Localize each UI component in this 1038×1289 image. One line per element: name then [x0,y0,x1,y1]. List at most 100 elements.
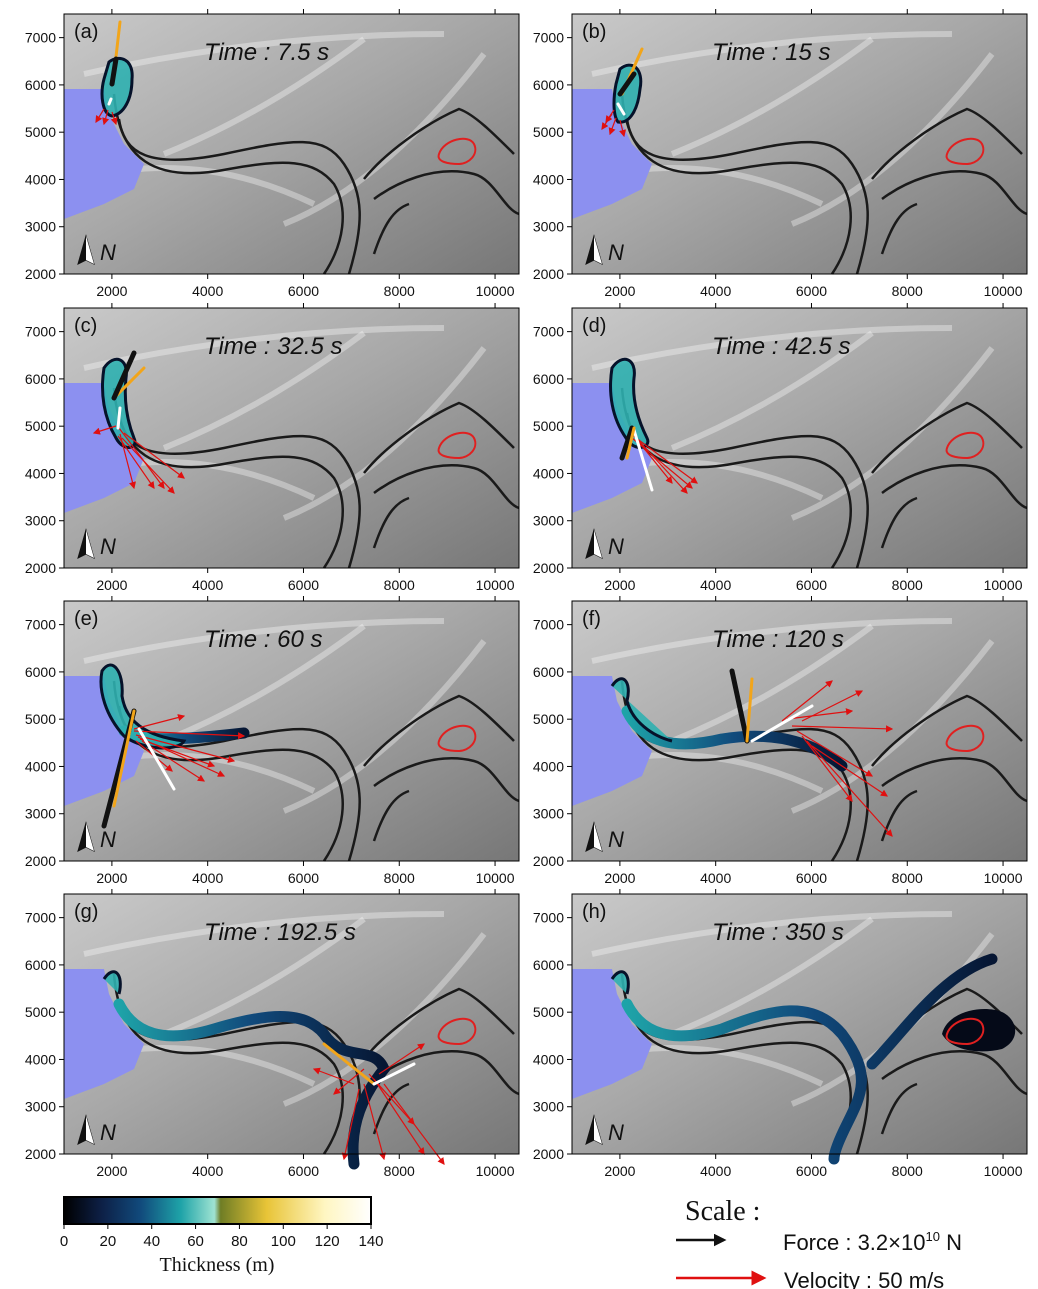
y-tick-label: 7000 [533,910,564,926]
deposit-target-outline [945,137,985,166]
y-tick-label: 6000 [25,957,56,973]
panel-frame [571,893,1028,1155]
y-tick-label: 2000 [25,853,56,869]
ridge-band [591,31,953,77]
north-label: N [100,534,116,559]
ridge-band [670,916,874,1037]
ridge-band [790,639,995,814]
panel: (d) Time : 42.5 s N 2000 4000 6000 8000 10000 70… [533,303,1028,593]
y-tick-label: 5000 [25,418,56,434]
x-tick-label: 8000 [384,1163,415,1179]
x-tick-label: 6000 [288,577,319,593]
velocity-arrow [633,435,673,484]
colorbar-title: Thickness (m) [160,1254,275,1276]
panel-frame [571,13,1028,275]
x-tick-label: 2000 [96,283,127,299]
debris-blob [610,970,630,995]
valley-outline [363,401,515,474]
ridge-band [591,911,953,957]
colorbar: 0 20 40 60 80 100 120 140 Thickness (m) [60,1196,384,1276]
deposit [942,1008,1016,1052]
velocity-arrow [139,738,216,768]
panel-frame [63,600,520,862]
y-tick-label: 7000 [25,324,56,340]
y-tick-label: 4000 [25,171,56,187]
y-tick-label: 7000 [533,324,564,340]
velocity-arrow [102,109,110,126]
x-tick-label: 8000 [892,283,923,299]
water-body [572,969,652,1099]
north-arrow-half [86,236,94,264]
y-tick-label: 3000 [25,513,56,529]
x-tick-label: 4000 [700,283,731,299]
y-tick-label: 4000 [533,465,564,481]
velocity-arrow [123,432,185,479]
y-tick-label: 4000 [25,465,56,481]
valley-outline [881,757,1028,803]
velocity-arrow [791,725,894,733]
deposit-target-outline [945,1017,985,1046]
x-tick-label: 10000 [476,577,515,593]
valley-outline [372,789,410,842]
x-tick-label: 2000 [604,1163,635,1179]
ridge-band [83,31,445,77]
white-force-arrow [107,97,113,106]
x-tick-label: 2000 [604,283,635,299]
time-label: Time : 15 s [712,39,831,66]
ridge-band [670,623,874,744]
panel: (c) Time : 32.5 s N 2000 4000 6000 8000 10000 70… [25,303,520,593]
velocity-arrow [796,730,874,777]
valley-outline [620,680,852,862]
x-tick-label: 2000 [604,577,635,593]
y-tick-label: 3000 [533,219,564,235]
north-arrow-half [594,236,602,264]
terrain-map [64,14,519,274]
x-tick-label: 4000 [192,870,223,886]
velocity-arrow [341,1088,360,1161]
y-tick-label: 7000 [25,30,56,46]
deposit-target-outline [945,724,985,753]
valley-outline [880,789,918,842]
ridge-band [282,346,487,521]
ridge-band [282,52,487,227]
x-tick-label: 6000 [796,1163,827,1179]
velocity-arrow [117,435,155,489]
valley-outline [625,118,869,275]
y-tick-label: 3000 [25,806,56,822]
y-tick-label: 3000 [533,806,564,822]
panel-label: (h) [582,901,606,923]
deposit-target-outline [437,724,477,753]
valley-outline [881,170,1028,216]
x-tick-label: 8000 [892,1163,923,1179]
white-force-arrow [632,428,654,492]
ridge-band [162,36,366,157]
velocity-scale-label: Velocity : 50 m/s [784,1268,944,1289]
y-tick-label: 5000 [25,124,56,140]
time-label: Time : 120 s [712,626,844,653]
y-tick-label: 3000 [25,219,56,235]
water-body [572,676,652,806]
panel: (b) Time : 15 s N 2000 4000 6000 8000 10000 7000… [533,9,1028,299]
y-tick-label: 4000 [533,171,564,187]
x-tick-label: 8000 [892,870,923,886]
deposit-target-outline [945,431,985,460]
panel: (h) Time : 350 s N 2000 4000 6000 8000 10000 700… [533,889,1028,1179]
velocity-arrow [605,109,615,123]
valley-outline [880,202,918,255]
panel: (a) Time : 7.5 s N 2000 4000 6000 8000 10000 700… [25,9,520,299]
valley-outline [373,170,520,216]
north-label: N [608,240,624,265]
colorbar-tick-label: 60 [187,1233,204,1250]
valley-outline [881,1050,1028,1096]
x-tick-label: 4000 [700,870,731,886]
y-tick-label: 7000 [533,30,564,46]
x-tick-label: 6000 [288,283,319,299]
valley-outline [363,694,515,767]
terrain-map [572,14,1027,274]
white-force-arrow [616,102,626,116]
valley-outline [620,93,852,275]
y-tick-label: 6000 [533,664,564,680]
valley-outline [363,987,515,1060]
x-tick-label: 10000 [476,1163,515,1179]
